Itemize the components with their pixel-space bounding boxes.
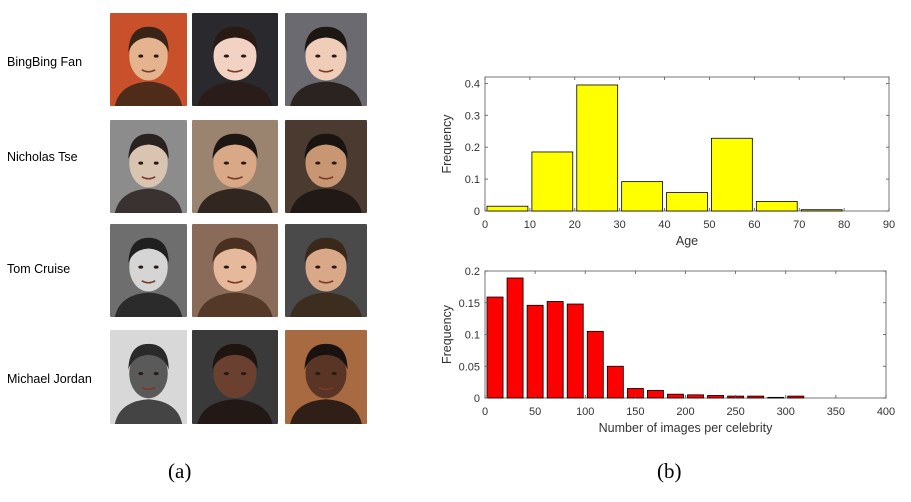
x-tick-label: 200 (676, 406, 694, 418)
x-tick-label: 90 (883, 219, 895, 231)
y-tick-label: 0 (474, 206, 480, 218)
y-tick-label: 0.1 (465, 174, 480, 186)
x-tick-label: 40 (658, 219, 670, 231)
y-tick-label: 0.05 (459, 361, 480, 373)
y-tick-label: 0 (474, 393, 480, 405)
portrait-photo (192, 224, 278, 317)
bar (531, 151, 574, 212)
portrait-photo (192, 120, 278, 213)
bar (486, 296, 504, 399)
y-tick-label: 0.2 (465, 266, 480, 278)
caption-a: (a) (168, 459, 192, 483)
x-tick-label: 30 (614, 219, 626, 231)
portrait-photo (110, 330, 187, 424)
x-tick-label: 10 (524, 219, 536, 231)
portrait-photo (285, 13, 367, 106)
plot-frame (484, 270, 887, 399)
bar (767, 396, 785, 399)
name-label-0: BingBing Fan (7, 55, 83, 69)
bar (687, 394, 704, 399)
portrait-photo (110, 120, 187, 213)
bar (486, 205, 529, 212)
bar (667, 393, 684, 399)
name-label-3: Michael Jordan (7, 372, 92, 386)
portrait-photo (285, 224, 367, 317)
bar (747, 395, 765, 399)
x-tick-label: 80 (838, 219, 850, 231)
chart-0: 0 10 20 30 40 50 60 70 80 90 0 0.1 0.2 0.3 0.4 Age Frequ… (440, 76, 895, 248)
bar (707, 395, 724, 399)
caption-b: (b) (657, 459, 682, 483)
bar (576, 84, 619, 212)
x-tick-label: 100 (576, 406, 594, 418)
y-tick-label: 0.4 (465, 78, 480, 90)
x-tick-label: 0 (482, 406, 488, 418)
x-tick-label: 250 (726, 406, 744, 418)
x-axis-label: Number of images per celebrity (599, 421, 773, 435)
y-axis-label: Frequency (440, 304, 454, 364)
bar (586, 330, 604, 399)
bar (526, 304, 544, 399)
bar (800, 209, 843, 212)
bar (621, 181, 663, 212)
y-axis-label: Frequency (440, 114, 454, 174)
x-tick-label: 60 (748, 219, 760, 231)
bar (546, 301, 564, 399)
bar (566, 303, 584, 399)
y-tick-label: 0.2 (465, 142, 480, 154)
y-tick-label: 0.15 (459, 298, 480, 310)
portrait-photo (285, 330, 367, 424)
portrait-photo (192, 13, 278, 106)
x-tick-label: 300 (777, 406, 795, 418)
bar (647, 389, 664, 399)
chart-1: 0 50 100 150 200 250 300 350 400 0 0.05 0.1 0.15 0.2 N… (440, 266, 895, 435)
bar (506, 277, 524, 399)
portrait-photo (192, 330, 278, 424)
x-tick-label: 50 (703, 219, 715, 231)
x-tick-label: 400 (877, 406, 895, 418)
bar (666, 192, 708, 212)
x-axis-label: Age (676, 234, 698, 248)
x-tick-label: 150 (626, 406, 644, 418)
y-tick-label: 0.3 (465, 110, 480, 122)
bar (606, 365, 624, 399)
portrait-photo (110, 13, 187, 106)
x-tick-label: 50 (529, 406, 541, 418)
x-tick-label: 350 (827, 406, 845, 418)
x-tick-label: 20 (569, 219, 581, 231)
bar (755, 201, 798, 212)
y-tick-label: 0.1 (465, 330, 480, 342)
name-label-1: Nicholas Tse (7, 150, 78, 164)
bar (711, 137, 753, 212)
x-tick-label: 70 (793, 219, 805, 231)
x-tick-label: 0 (482, 219, 488, 231)
portrait-photo (110, 224, 187, 317)
name-label-2: Tom Cruise (7, 262, 71, 276)
bar (787, 395, 805, 399)
portrait-photo (285, 120, 367, 213)
